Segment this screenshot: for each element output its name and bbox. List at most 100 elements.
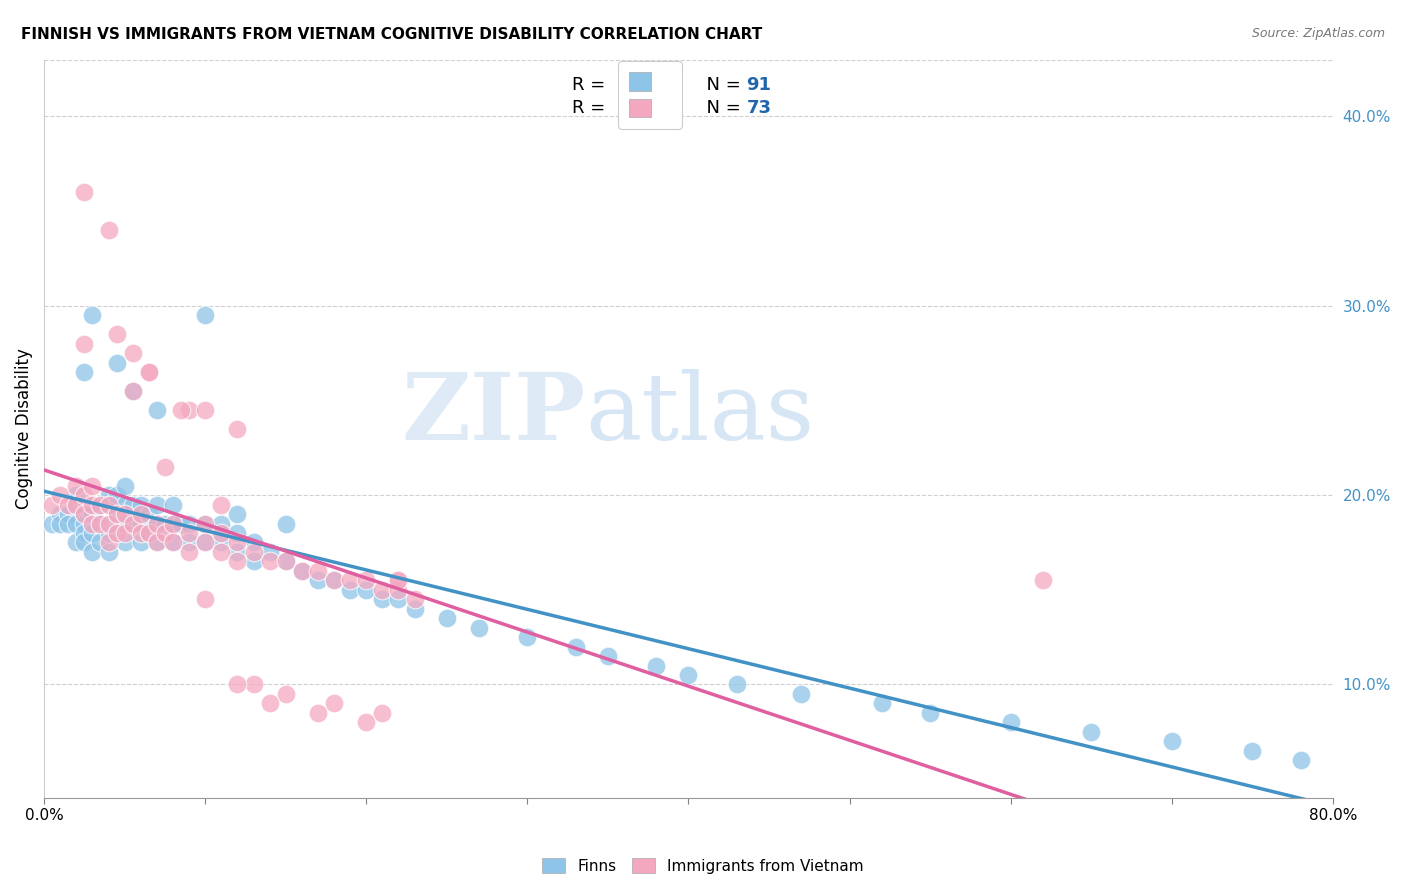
Point <box>114 535 136 549</box>
Point <box>468 621 491 635</box>
Point <box>323 697 346 711</box>
Point <box>194 516 217 531</box>
Point <box>1289 753 1312 767</box>
Point <box>105 526 128 541</box>
Point <box>209 498 232 512</box>
Point <box>387 592 409 607</box>
Text: 91: 91 <box>747 77 772 95</box>
Point <box>226 507 249 521</box>
Point <box>138 507 160 521</box>
Point <box>274 687 297 701</box>
Point <box>1000 715 1022 730</box>
Point <box>226 554 249 568</box>
Point <box>146 516 169 531</box>
Point <box>114 526 136 541</box>
Point <box>97 223 120 237</box>
Point <box>138 526 160 541</box>
Text: R =: R = <box>572 99 612 118</box>
Point <box>209 516 232 531</box>
Point <box>323 574 346 588</box>
Point <box>1032 574 1054 588</box>
Point <box>97 488 120 502</box>
Point <box>146 403 169 417</box>
Point <box>121 384 143 398</box>
Point <box>114 516 136 531</box>
Point <box>153 526 176 541</box>
Point <box>339 574 361 588</box>
Point <box>73 516 96 531</box>
Point <box>114 507 136 521</box>
Point <box>89 498 111 512</box>
Point <box>307 574 329 588</box>
Point <box>82 516 104 531</box>
Text: -0.160: -0.160 <box>617 77 682 95</box>
Text: N =: N = <box>695 99 747 118</box>
Point <box>82 507 104 521</box>
Point <box>129 498 152 512</box>
Text: -0.123: -0.123 <box>617 99 682 118</box>
Point <box>291 564 314 578</box>
Point <box>49 516 72 531</box>
Point <box>194 403 217 417</box>
Point <box>177 516 200 531</box>
Point <box>97 516 120 531</box>
Point <box>105 507 128 521</box>
Point <box>356 715 378 730</box>
Point <box>129 526 152 541</box>
Point <box>209 545 232 559</box>
Point <box>162 516 184 531</box>
Point <box>920 706 942 720</box>
Point <box>194 535 217 549</box>
Point <box>177 526 200 541</box>
Point <box>82 308 104 322</box>
Point <box>82 498 104 512</box>
Point <box>194 592 217 607</box>
Point <box>387 574 409 588</box>
Point <box>73 185 96 199</box>
Point <box>97 498 120 512</box>
Point <box>73 365 96 379</box>
Point <box>65 488 87 502</box>
Point <box>259 554 281 568</box>
Point <box>49 488 72 502</box>
Point <box>371 582 394 597</box>
Point <box>73 507 96 521</box>
Point <box>41 498 63 512</box>
Point <box>162 516 184 531</box>
Point <box>242 545 264 559</box>
Point <box>58 516 80 531</box>
Point <box>194 516 217 531</box>
Point <box>82 545 104 559</box>
Legend: Finns, Immigrants from Vietnam: Finns, Immigrants from Vietnam <box>536 852 870 880</box>
Point <box>73 507 96 521</box>
Text: 73: 73 <box>747 99 772 118</box>
Point <box>404 592 426 607</box>
Point <box>162 535 184 549</box>
Point <box>870 697 893 711</box>
Point <box>194 308 217 322</box>
Point <box>73 488 96 502</box>
Point <box>356 574 378 588</box>
Point <box>129 516 152 531</box>
Point <box>226 526 249 541</box>
Point <box>209 535 232 549</box>
Point <box>226 677 249 691</box>
Point <box>138 526 160 541</box>
Point <box>1241 744 1264 758</box>
Point <box>339 582 361 597</box>
Point <box>121 516 143 531</box>
Point <box>1080 724 1102 739</box>
Point <box>209 526 232 541</box>
Point <box>307 564 329 578</box>
Point <box>226 545 249 559</box>
Point <box>41 516 63 531</box>
Point <box>97 526 120 541</box>
Point <box>114 478 136 492</box>
Point <box>387 582 409 597</box>
Point <box>162 535 184 549</box>
Point <box>105 488 128 502</box>
Point <box>259 697 281 711</box>
Point <box>153 459 176 474</box>
Text: N =: N = <box>695 77 747 95</box>
Point <box>105 355 128 369</box>
